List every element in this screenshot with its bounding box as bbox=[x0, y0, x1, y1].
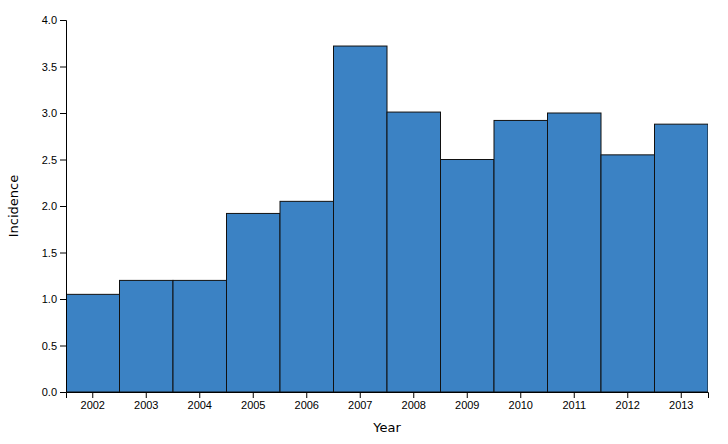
y-tick-label: 2.0 bbox=[42, 200, 57, 212]
bar bbox=[494, 120, 548, 392]
y-tick-label: 3.0 bbox=[42, 107, 57, 119]
x-axis: 2002 2003 2004 2005 2006 2007 2008 2009 2010 2011… bbox=[67, 392, 709, 411]
x-tick: 2008 bbox=[402, 392, 426, 411]
x-tick: 2009 bbox=[455, 392, 479, 411]
x-tick-mark bbox=[92, 392, 93, 398]
x-tick-mark bbox=[413, 392, 414, 398]
chart-svg: 2002 2003 2004 2005 2006 2007 2008 2009 2010 2011… bbox=[0, 0, 728, 444]
x-tick-mark bbox=[681, 392, 682, 398]
x-tick-label: 2005 bbox=[241, 399, 265, 411]
x-tick-label: 2006 bbox=[295, 399, 319, 411]
y-tick-mark bbox=[60, 392, 66, 393]
y-tick-mark bbox=[60, 67, 66, 68]
y-tick: 1.0 bbox=[42, 293, 66, 305]
x-tick-label: 2011 bbox=[562, 399, 586, 411]
x-tick: 2004 bbox=[188, 392, 212, 411]
y-tick: 0.5 bbox=[42, 340, 66, 352]
y-tick-mark bbox=[60, 253, 66, 254]
y-tick-mark bbox=[60, 299, 66, 300]
x-tick-label: 2008 bbox=[402, 399, 426, 411]
x-tick-mark bbox=[360, 392, 361, 398]
x-tick-mark bbox=[199, 392, 200, 398]
y-tick-mark bbox=[60, 20, 66, 21]
x-tick: 2012 bbox=[616, 392, 640, 411]
x-tick-label: 2003 bbox=[134, 399, 158, 411]
y-tick-label: 3.5 bbox=[42, 61, 57, 73]
x-tick-mark bbox=[146, 392, 147, 398]
x-tick-mark bbox=[306, 392, 307, 398]
x-tick: 2002 bbox=[81, 392, 105, 411]
y-tick-mark bbox=[60, 113, 66, 114]
x-tick: 2007 bbox=[348, 392, 372, 411]
y-tick-label: 2.5 bbox=[42, 154, 57, 166]
x-tick-mark bbox=[574, 392, 575, 398]
y-tick-mark bbox=[60, 160, 66, 161]
x-axis-line bbox=[67, 393, 709, 399]
x-tick-label: 2004 bbox=[188, 399, 212, 411]
bar bbox=[120, 280, 174, 392]
x-tick: 2006 bbox=[295, 392, 319, 411]
chart-container: 2002 2003 2004 2005 2006 2007 2008 2009 2010 2011… bbox=[0, 0, 728, 444]
x-tick-label: 2010 bbox=[509, 399, 533, 411]
x-tick: 2011 bbox=[562, 392, 586, 411]
x-tick-label: 2013 bbox=[669, 399, 693, 411]
bar bbox=[173, 280, 227, 392]
bar bbox=[227, 213, 281, 392]
bar bbox=[601, 155, 655, 392]
y-tick: 3.0 bbox=[42, 107, 66, 119]
y-tick-mark bbox=[60, 206, 66, 207]
bar bbox=[655, 124, 709, 392]
x-tick-label: 2012 bbox=[616, 399, 640, 411]
y-tick: 2.5 bbox=[42, 154, 66, 166]
y-tick-label: 0.5 bbox=[42, 340, 57, 352]
x-axis-title: Year bbox=[372, 420, 401, 435]
x-tick-mark bbox=[627, 392, 628, 398]
y-tick: 1.5 bbox=[42, 247, 66, 259]
y-axis-title: Incidence bbox=[6, 175, 21, 237]
y-tick: 4.0 bbox=[42, 14, 66, 26]
y-tick: 3.5 bbox=[42, 61, 66, 73]
x-tick-mark bbox=[467, 392, 468, 398]
x-tick: 2003 bbox=[134, 392, 158, 411]
x-tick-mark bbox=[253, 392, 254, 398]
x-tick-label: 2007 bbox=[348, 399, 372, 411]
y-tick-label: 4.0 bbox=[42, 14, 57, 26]
bar bbox=[334, 46, 388, 392]
bar bbox=[548, 113, 602, 392]
bars bbox=[66, 46, 708, 392]
x-tick: 2013 bbox=[669, 392, 693, 411]
bar bbox=[441, 160, 495, 393]
y-axis: 0.0 0.5 1.0 1.5 2.0 2.5 3.0 3.5 4.0 bbox=[42, 14, 67, 398]
y-tick-label: 1.0 bbox=[42, 293, 57, 305]
y-tick: 2.0 bbox=[42, 200, 66, 212]
y-tick-label: 0.0 bbox=[42, 386, 57, 398]
x-tick: 2010 bbox=[509, 392, 533, 411]
x-tick-label: 2009 bbox=[455, 399, 479, 411]
plot: 2002 2003 2004 2005 2006 2007 2008 2009 2010 2011… bbox=[42, 14, 709, 411]
y-axis-line bbox=[60, 21, 67, 393]
bar bbox=[66, 294, 120, 392]
bar bbox=[387, 112, 441, 392]
y-tick-mark bbox=[60, 346, 66, 347]
x-tick-mark bbox=[520, 392, 521, 398]
bar bbox=[280, 201, 334, 392]
x-tick: 2005 bbox=[241, 392, 265, 411]
y-tick: 0.0 bbox=[42, 386, 66, 398]
y-tick-label: 1.5 bbox=[42, 247, 57, 259]
x-tick-label: 2002 bbox=[81, 399, 105, 411]
